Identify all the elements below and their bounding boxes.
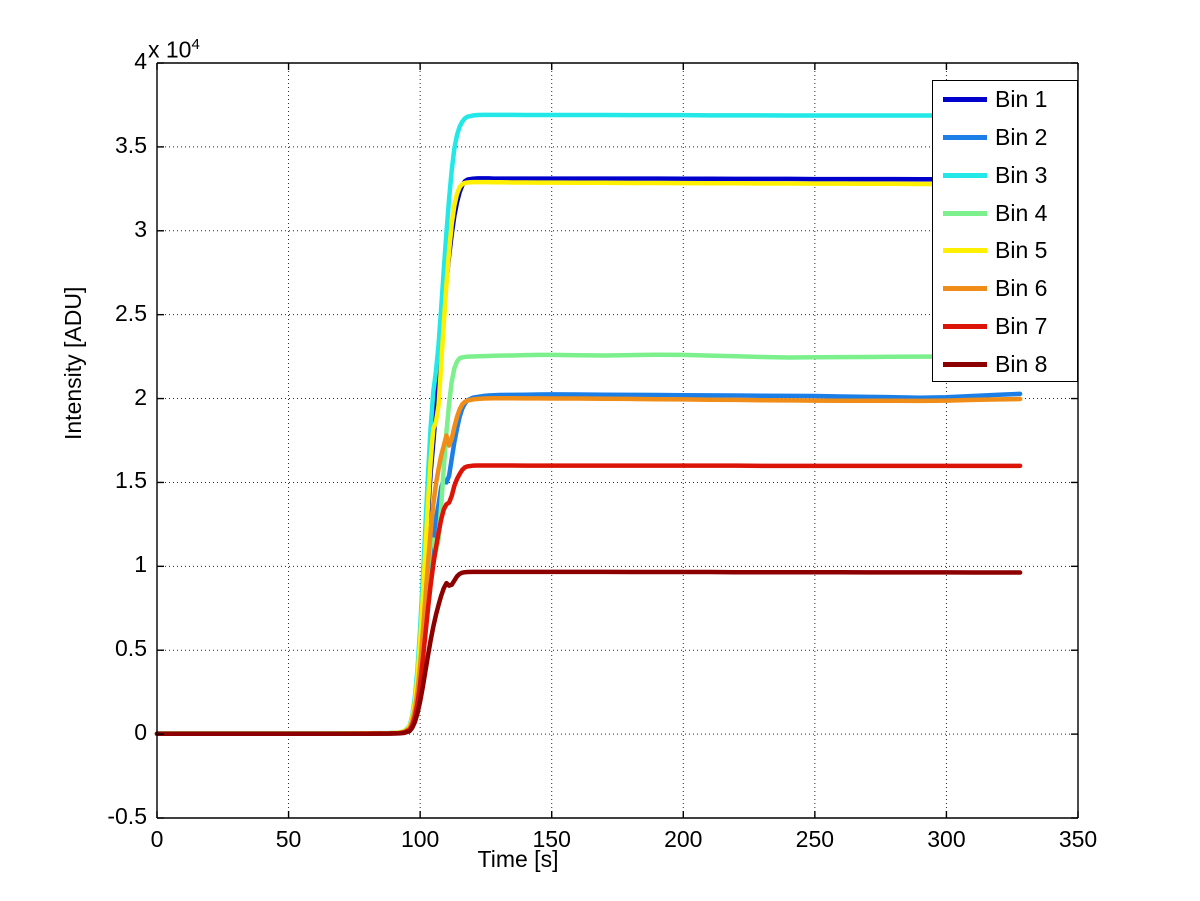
x-tick-label: 200 [664,826,703,852]
y-tick-label: 0 [134,719,147,746]
legend-line-swatch [943,135,987,141]
legend-label: Bin 4 [995,199,1048,226]
x-tick-label: 50 [275,826,302,852]
y-tick-label: 3.5 [115,131,147,158]
x-axis-label: Time [s] [0,846,1200,873]
x-tick-label: 0 [150,826,164,852]
legend-entry-bin-7[interactable]: Bin 7 [933,308,1077,346]
legend-line-swatch [943,323,987,329]
x-tick-label: 100 [400,826,440,852]
legend-line-swatch [943,248,987,254]
legend-label: Bin 6 [995,275,1048,302]
x-axis-label-text: Time [s] [477,846,559,872]
y-axis-exponent-label: x 104 [148,36,200,64]
y-axis-exponent-base: x 10 [148,36,192,63]
legend-line-swatch [943,286,987,292]
legend-label: Bin 2 [995,124,1048,151]
y-tick-label: 3 [134,215,147,242]
legend-line-swatch [943,97,987,103]
legend-entry-bin-8[interactable]: Bin 8 [933,345,1077,383]
legend-line-swatch [943,172,987,178]
x-tick-label: 250 [795,826,835,852]
legend-entry-bin-4[interactable]: Bin 4 [933,194,1077,232]
legend-entry-bin-2[interactable]: Bin 2 [933,119,1077,157]
y-tick-label: 2.5 [115,299,147,326]
legend-label: Bin 1 [995,86,1048,113]
y-tick-label: 2 [134,383,147,410]
legend-entry-bin-3[interactable]: Bin 3 [933,157,1077,195]
legend-entry-bin-1[interactable]: Bin 1 [933,81,1077,119]
y-axis-exponent-power: 4 [191,36,200,53]
legend-line-swatch [943,210,987,216]
legend-label: Bin 5 [995,237,1048,264]
plot-background [157,63,1078,818]
legend-label: Bin 7 [995,312,1048,339]
y-tick-label: 1.5 [115,467,147,494]
legend-line-swatch [943,361,987,367]
x-tick-label: 300 [927,826,966,852]
data-series-bin-8 [154,569,1023,737]
legend-entry-bin-5[interactable]: Bin 5 [933,232,1077,270]
legend-label: Bin 3 [995,161,1048,188]
y-tick-label: 1 [134,551,147,578]
y-tick-label: 0.5 [115,635,147,662]
legend-entry-bin-6[interactable]: Bin 6 [933,270,1077,308]
x-tick-label: 150 [532,826,571,852]
y-tick-label: 4 [134,48,147,74]
x-tick-label: 350 [1058,826,1098,852]
y-tick-label: -0.5 [107,803,147,829]
legend-label: Bin 8 [995,350,1048,377]
legend[interactable]: Bin 1 Bin 2 Bin 3 Bin 4 Bin 5 Bin 6 Bin 7 Bin 8 [932,80,1078,382]
